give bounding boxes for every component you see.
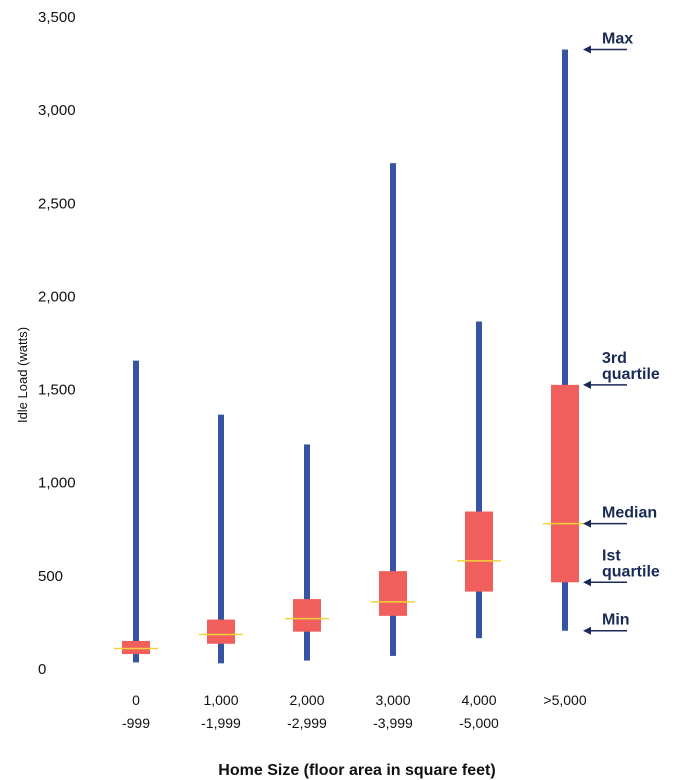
median-lines	[114, 522, 587, 650]
whisker	[133, 360, 139, 663]
box	[465, 511, 493, 592]
box	[293, 599, 321, 632]
y-axis-ticks: 0 500 1,000 1,500 2,000 2,500 3,000 3,500	[38, 9, 76, 678]
x-category-label: 0	[132, 692, 140, 708]
x-category-sublabel: -3,999	[373, 715, 413, 731]
annotation-label: Ist quartile	[602, 547, 660, 580]
annotation-arrowhead	[583, 578, 591, 587]
annotation-arrowhead	[583, 519, 591, 528]
y-tick-label: 1,500	[38, 382, 76, 399]
annotation-arrowhead	[583, 626, 591, 635]
box	[551, 384, 579, 583]
y-tick-label: 500	[38, 568, 63, 585]
x-category-label: >5,000	[543, 692, 586, 708]
box	[207, 619, 235, 644]
y-tick-label: 1,000	[38, 475, 76, 492]
whisker	[390, 163, 396, 656]
y-tick-label: 2,500	[38, 195, 76, 212]
annotation-label: 3rd quartile	[602, 350, 660, 383]
y-tick-label: 0	[38, 661, 46, 678]
x-category-sublabel: -999	[122, 715, 150, 731]
x-category-label: 3,000	[375, 692, 410, 708]
whisker	[562, 49, 568, 631]
box	[122, 640, 150, 655]
whisker	[476, 321, 482, 639]
y-tick-label: 3,500	[38, 9, 76, 26]
y-axis-title: Idle Load (watts)	[15, 327, 30, 423]
annotation-label: Median	[602, 505, 657, 522]
x-category-sublabel: -1,999	[201, 715, 241, 731]
x-category-label: 1,000	[203, 692, 238, 708]
whiskers	[133, 49, 568, 664]
annotation-label: Min	[602, 612, 630, 629]
y-tick-label: 2,000	[38, 288, 76, 305]
annotations: Max 3rd quartile Median Ist quartile Min	[583, 31, 660, 635]
annotation-label: Max	[602, 31, 633, 48]
x-axis-title: Home Size (floor area in square feet)	[218, 762, 495, 779]
annotation-arrowhead	[583, 45, 591, 54]
x-category-label: 2,000	[289, 692, 324, 708]
x-category-label: 4,000	[461, 692, 496, 708]
boxes	[122, 384, 579, 655]
box	[379, 571, 407, 616]
x-category-sublabel: -5,000	[459, 715, 499, 731]
x-axis-categories: 0 -999 1,000 -1,999 2,000 -2,999 3,000 -3,999 4,…	[122, 692, 587, 731]
y-tick-label: 3,000	[38, 102, 76, 119]
whisker	[218, 414, 224, 664]
whisker	[304, 444, 310, 661]
annotation-arrowhead	[583, 380, 591, 389]
x-category-sublabel: -2,999	[287, 715, 327, 731]
